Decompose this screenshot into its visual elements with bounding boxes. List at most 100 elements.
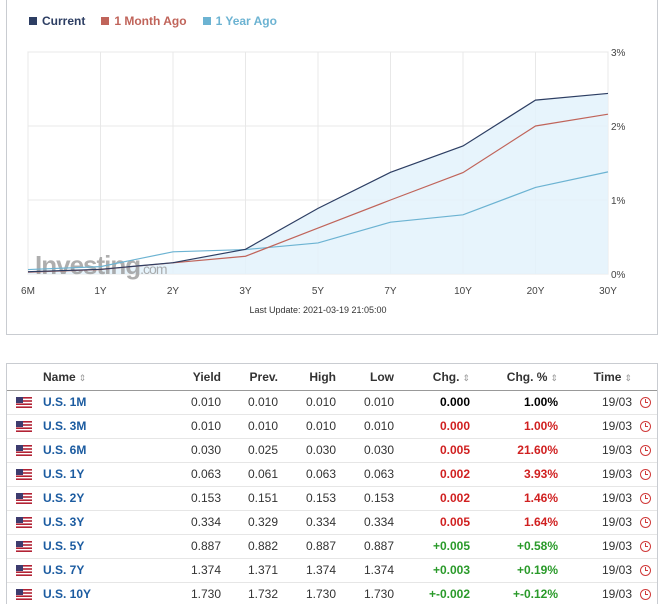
clock-icon[interactable]	[640, 493, 651, 505]
low-cell: 0.334	[336, 510, 394, 535]
header-name[interactable]: Name ⇕	[37, 364, 169, 391]
change-percent-cell: 3.93%	[470, 462, 558, 487]
high-cell: 1.374	[278, 558, 336, 583]
legend-item-current[interactable]: Current	[29, 14, 85, 28]
change-cell: 0.000	[394, 414, 470, 439]
table-row[interactable]: U.S. 7Y 1.374 1.371 1.374 1.374 +0.003 +0.19% 1…	[7, 558, 657, 583]
x-tick-label: 10Y	[454, 286, 472, 297]
us-flag-icon	[16, 469, 32, 481]
bond-yields-table-panel: Name ⇕ Yield Prev. High Low Chg. ⇕ Chg. % ⇕…	[6, 363, 658, 604]
high-cell: 0.010	[278, 390, 336, 415]
header-time[interactable]: Time ⇕	[558, 364, 632, 391]
high-cell: 0.334	[278, 510, 336, 535]
flag-cell	[7, 438, 37, 463]
clock-cell	[632, 486, 657, 511]
time-cell: 19/03	[558, 462, 632, 487]
time-cell: 19/03	[558, 510, 632, 535]
table-header-row: Name ⇕ Yield Prev. High Low Chg. ⇕ Chg. % ⇕…	[7, 364, 657, 391]
flag-cell	[7, 582, 37, 604]
time-cell: 19/03	[558, 390, 632, 415]
table-row[interactable]: U.S. 1M 0.010 0.010 0.010 0.010 0.000 1.00% 19/…	[7, 390, 657, 415]
header-yield-label: Yield	[192, 369, 221, 384]
chart-area	[28, 93, 608, 274]
watermark-main: Investing	[35, 250, 140, 280]
y-tick-label: 3%	[611, 48, 626, 59]
clock-cell	[632, 462, 657, 487]
high-cell: 1.730	[278, 582, 336, 604]
table-row[interactable]: U.S. 3Y 0.334 0.329 0.334 0.334 0.005 1.64% 19/…	[7, 510, 657, 535]
clock-icon[interactable]	[640, 589, 651, 601]
table-row[interactable]: U.S. 3M 0.010 0.010 0.010 0.010 0.000 1.00% 19/…	[7, 414, 657, 439]
low-cell: 1.730	[336, 582, 394, 604]
low-cell: 0.063	[336, 462, 394, 487]
us-flag-icon	[16, 565, 32, 577]
header-high[interactable]: High	[278, 364, 336, 391]
time-cell: 19/03	[558, 438, 632, 463]
header-chg-pct[interactable]: Chg. % ⇕	[470, 364, 558, 391]
x-tick-label: 7Y	[384, 286, 397, 297]
header-flag	[7, 364, 37, 391]
sort-icon: ⇕	[550, 372, 558, 383]
header-low-label: Low	[370, 369, 394, 384]
high-cell: 0.010	[278, 414, 336, 439]
us-flag-icon	[16, 421, 32, 433]
clock-icon[interactable]	[640, 445, 651, 457]
clock-icon[interactable]	[640, 469, 651, 481]
bond-name-link[interactable]: U.S. 3Y	[37, 510, 169, 535]
change-percent-cell: 1.46%	[470, 486, 558, 511]
bond-name-link[interactable]: U.S. 7Y	[37, 558, 169, 583]
change-percent-cell: +0.19%	[470, 558, 558, 583]
prev-cell: 0.151	[221, 486, 278, 511]
legend-swatch-1-month-ago	[101, 17, 110, 25]
clock-icon[interactable]	[640, 421, 651, 433]
us-flag-icon	[16, 397, 32, 409]
header-high-label: High	[309, 369, 336, 384]
change-cell: +0.003	[394, 558, 470, 583]
clock-icon[interactable]	[640, 397, 651, 409]
prev-cell: 1.371	[221, 558, 278, 583]
bond-name-link[interactable]: U.S. 3M	[37, 414, 169, 439]
header-low[interactable]: Low	[336, 364, 394, 391]
low-cell: 0.010	[336, 390, 394, 415]
clock-icon[interactable]	[640, 565, 651, 577]
chart-series	[27, 92, 609, 273]
high-cell: 0.030	[278, 438, 336, 463]
clock-cell	[632, 414, 657, 439]
table-row[interactable]: U.S. 2Y 0.153 0.151 0.153 0.153 0.002 1.46% 19/…	[7, 486, 657, 511]
clock-icon[interactable]	[640, 517, 651, 529]
low-cell: 0.153	[336, 486, 394, 511]
y-tick-label: 1%	[611, 196, 626, 207]
header-yield[interactable]: Yield	[169, 364, 221, 391]
us-flag-icon	[16, 589, 32, 601]
table-row[interactable]: U.S. 1Y 0.063 0.061 0.063 0.063 0.002 3.93% 19/…	[7, 462, 657, 487]
chart-ticks: 6M 1Y 2Y 3Y 5Y 7Y 10Y 20Y 30Y 0% 1% 2% 3%	[21, 48, 626, 297]
flag-cell	[7, 390, 37, 415]
legend-item-1-year-ago[interactable]: 1 Year Ago	[202, 14, 277, 28]
clock-icon[interactable]	[640, 541, 651, 553]
table-row[interactable]: U.S. 6M 0.030 0.025 0.030 0.030 0.005 21.60% 19…	[7, 438, 657, 463]
clock-cell	[632, 390, 657, 415]
bond-name-link[interactable]: U.S. 1Y	[37, 462, 169, 487]
bond-name-link[interactable]: U.S. 5Y	[37, 534, 169, 559]
header-chg[interactable]: Chg. ⇕	[394, 364, 470, 391]
table-row[interactable]: U.S. 5Y 0.887 0.882 0.887 0.887 +0.005 +0.58% 1…	[7, 534, 657, 559]
bond-name-link[interactable]: U.S. 2Y	[37, 486, 169, 511]
change-percent-cell: +-0.12%	[470, 582, 558, 604]
legend-swatch-1-year-ago	[202, 17, 211, 25]
header-name-label: Name	[43, 369, 76, 384]
change-percent-cell: 1.00%	[470, 390, 558, 415]
bond-name-link[interactable]: U.S. 10Y	[37, 582, 169, 604]
header-prev[interactable]: Prev.	[221, 364, 278, 391]
change-cell: 0.002	[394, 462, 470, 487]
clock-cell	[632, 510, 657, 535]
legend-item-1-month-ago[interactable]: 1 Month Ago	[101, 14, 187, 28]
clock-cell	[632, 558, 657, 583]
time-cell: 19/03	[558, 414, 632, 439]
bond-name-link[interactable]: U.S. 1M	[37, 390, 169, 415]
us-flag-icon	[16, 541, 32, 553]
table-row[interactable]: U.S. 10Y 1.730 1.732 1.730 1.730 +-0.002 +-0.1…	[7, 582, 657, 604]
yield-cell: 0.153	[169, 486, 221, 511]
bond-name-link[interactable]: U.S. 6M	[37, 438, 169, 463]
change-cell: 0.002	[394, 486, 470, 511]
prev-cell: 0.329	[221, 510, 278, 535]
